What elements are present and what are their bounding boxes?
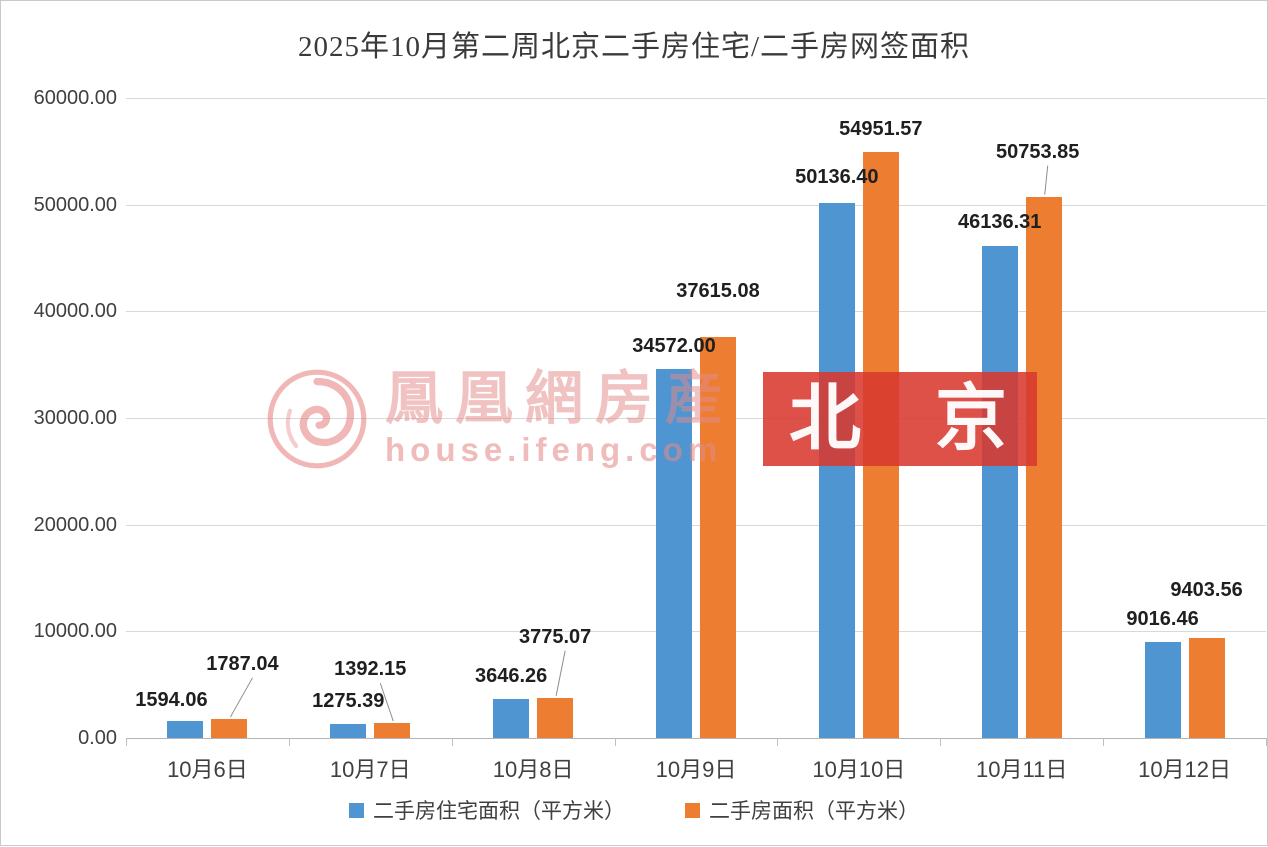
legend-swatch xyxy=(349,802,364,818)
bar-value-label: 3775.07 xyxy=(518,625,592,648)
bar-series-1 xyxy=(493,699,530,738)
gridline xyxy=(126,204,1266,206)
bar-value-label: 9016.46 xyxy=(1126,607,1199,630)
gridline xyxy=(126,311,1266,313)
y-axis-label: 0.00 xyxy=(78,727,117,749)
x-axis-tick xyxy=(451,738,453,746)
label-leader-line xyxy=(1044,165,1049,195)
gridline xyxy=(126,631,1266,633)
x-axis-label: 10月9日 xyxy=(655,757,737,782)
bar-series-1 xyxy=(981,245,1018,738)
bar-value-label: 34572.00 xyxy=(632,335,716,358)
x-axis-label: 10月6日 xyxy=(167,757,248,782)
x-axis-tick xyxy=(1103,738,1105,746)
x-axis-tick xyxy=(1266,738,1267,746)
bar-series-2 xyxy=(374,723,411,738)
bar-series-2 xyxy=(700,336,736,738)
y-axis-label: 40000.00 xyxy=(33,300,117,323)
bar-series-2 xyxy=(211,718,248,738)
x-axis-label: 10月10日 xyxy=(812,757,906,782)
x-axis-label: 10月12日 xyxy=(1138,757,1232,782)
bar-value-label: 50136.40 xyxy=(795,166,879,189)
x-axis-label: 10月7日 xyxy=(329,757,411,782)
legend-swatch xyxy=(685,802,700,818)
gridline xyxy=(126,418,1266,419)
bar-value-label: 54951.57 xyxy=(839,117,923,140)
legend-item: 二手房住宅面积（平方米） xyxy=(349,795,625,825)
bar-series-2 xyxy=(1188,637,1225,738)
bar-value-label: 3646.26 xyxy=(474,665,548,688)
bar-value-label: 9403.56 xyxy=(1170,578,1243,601)
x-axis-tick xyxy=(614,738,616,746)
gridline xyxy=(126,738,1266,739)
x-axis: 10月6日 10月7日 10月8日 10月9日 10月10日 10月11日 10月12日 xyxy=(126,752,1266,786)
bar-value-label: 1787.04 xyxy=(206,652,279,675)
x-axis-tick xyxy=(126,738,127,746)
x-axis-label: 10月11日 xyxy=(976,757,1068,782)
bar-value-label: 1275.39 xyxy=(312,690,385,713)
y-axis-label: 50000.00 xyxy=(33,193,117,216)
bar-series-1 xyxy=(818,203,855,738)
bar-series-1 xyxy=(330,724,367,738)
gridline xyxy=(126,524,1266,526)
bar-series-1 xyxy=(1144,641,1181,738)
bar-series-2 xyxy=(1025,196,1062,738)
bar-value-label: 1594.06 xyxy=(135,689,208,711)
y-axis: 0.00 10000.00 20000.00 30000.00 40000.00 5000… xyxy=(1,1,117,847)
y-axis-label: 30000.00 xyxy=(33,407,117,429)
bar-series-1 xyxy=(167,721,204,738)
legend-item: 二手房面积（平方米） xyxy=(685,795,919,825)
x-axis-tick xyxy=(940,738,942,746)
bar-value-label: 50753.85 xyxy=(995,140,1080,163)
legend-label: 二手房面积（平方米） xyxy=(709,800,919,823)
plot-area: 1594.06 1275.39 3646.26 34572.00 50136.40 461… xyxy=(126,98,1266,739)
legend-label: 二手房住宅面积（平方米） xyxy=(373,800,625,823)
bar-series-2 xyxy=(862,151,899,738)
bar-value-label: 1392.15 xyxy=(334,658,407,681)
x-axis-tick xyxy=(288,738,290,746)
label-leader-line xyxy=(229,677,253,718)
bar-series-2 xyxy=(537,697,574,738)
label-leader-line xyxy=(555,650,566,696)
x-axis-label: 10月8日 xyxy=(492,757,574,782)
y-axis-label: 60000.00 xyxy=(33,87,117,109)
bar-series-1 xyxy=(656,369,692,738)
gridline xyxy=(126,98,1266,99)
x-axis-tick xyxy=(777,738,779,746)
bar-value-label: 46136.31 xyxy=(957,210,1042,233)
y-axis-label: 10000.00 xyxy=(33,620,117,643)
chart-title: 2025年10月第二周北京二手房住宅/二手房网签面积 xyxy=(297,31,971,63)
legend: 二手房住宅面积（平方米） 二手房面积（平方米） xyxy=(1,795,1267,825)
y-axis-label: 20000.00 xyxy=(33,513,117,536)
bar-value-label: 37615.08 xyxy=(676,279,760,302)
